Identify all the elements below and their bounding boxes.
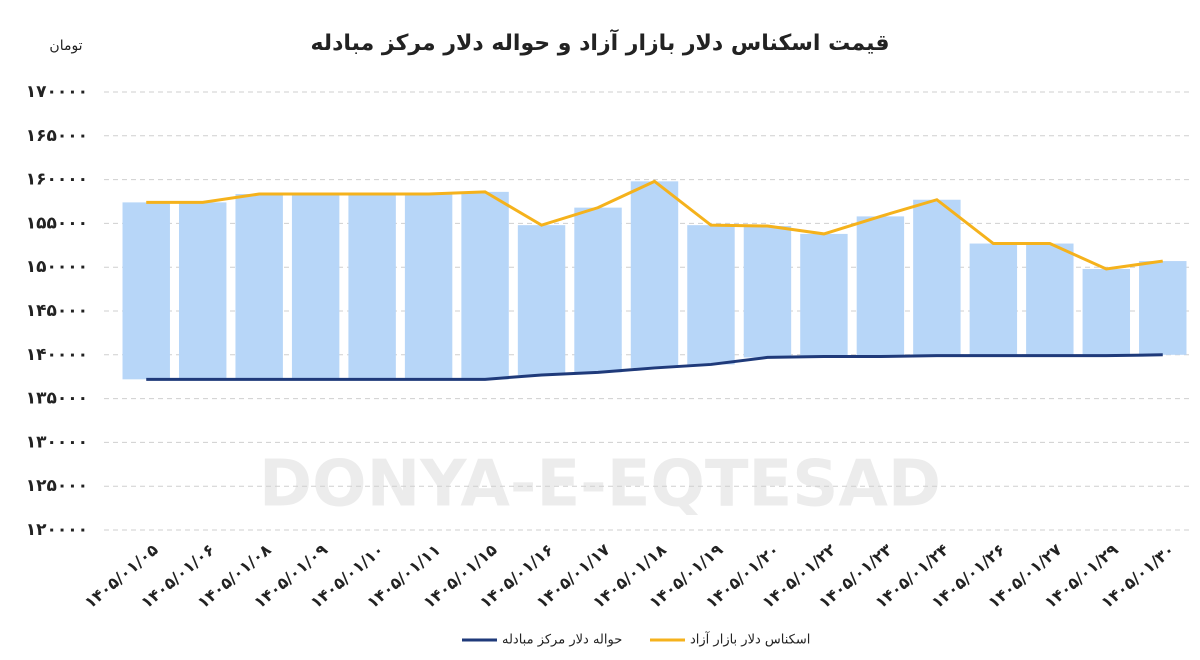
range-bar [1082, 268, 1131, 356]
y-tick-label: ۱۳۵۰۰۰ [26, 389, 88, 409]
y-tick-label: ۱۷۰۰۰۰ [26, 82, 88, 102]
range-bar [404, 194, 453, 380]
range-bar [1026, 243, 1074, 356]
range-bar [122, 202, 170, 380]
y-tick-label: ۱۵۰۰۰۰ [26, 257, 88, 277]
range-bar [913, 199, 961, 356]
range-bar [235, 194, 283, 380]
range-bar [1139, 261, 1187, 355]
legend-label: اسکناس دلار بازار آزاد [690, 631, 810, 648]
legend-label: حواله دلار مرکز مبادله [502, 633, 622, 648]
y-tick-label: ۱۶۵۰۰۰ [26, 126, 88, 146]
y-tick-label: ۱۴۰۰۰۰ [26, 345, 88, 365]
range-bar [969, 243, 1018, 356]
y-tick-label: ۱۲۵۰۰۰ [26, 476, 88, 496]
range-bar [517, 225, 566, 375]
series-line [146, 353, 1163, 381]
y-tick-label: ۱۳۰۰۰۰ [26, 432, 88, 452]
series-line [146, 179, 1163, 271]
range-bar [348, 194, 396, 380]
range-bar [800, 233, 848, 357]
range-bar [687, 225, 735, 365]
y-axis-label: تومان [49, 38, 82, 54]
chart-title: قیمت اسکناس دلار بازار آزاد و حواله دلار… [310, 28, 889, 56]
y-tick-label: ۱۵۵۰۰۰ [26, 213, 88, 233]
watermark: DONYA-E-EQTESAD [259, 448, 941, 522]
y-tick-label: ۱۴۵۰۰۰ [26, 301, 88, 321]
range-bar [178, 202, 227, 380]
range-bar [574, 207, 622, 373]
y-tick-label: ۱۶۰۰۰۰ [26, 170, 88, 190]
legend: حواله دلار مرکز مبادله اسکناس دلار بازار … [462, 631, 810, 648]
range-bar [461, 191, 509, 380]
range-bar [856, 216, 905, 357]
range-bar [291, 194, 340, 380]
y-tick-label: ۱۲۰۰۰۰ [26, 520, 88, 540]
range-bar [743, 226, 792, 358]
range-bar [630, 181, 679, 368]
